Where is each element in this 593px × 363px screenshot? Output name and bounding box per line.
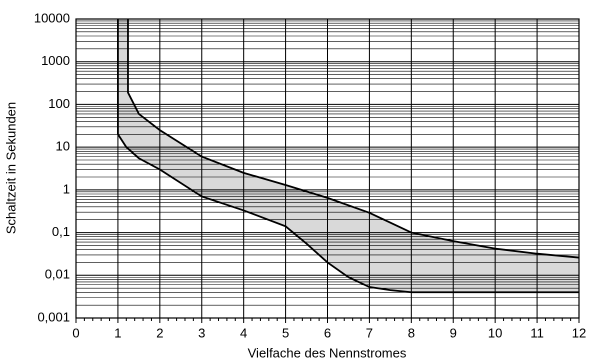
x-axis-label: Vielfache des Nennstromes <box>248 345 407 360</box>
y-axis-label: Schaltzeit in Sekunden <box>3 102 18 234</box>
x-tick-label: 3 <box>198 325 205 340</box>
x-tick-label: 7 <box>366 325 373 340</box>
y-tick-label: 10000 <box>34 10 70 25</box>
plot-frame <box>75 18 580 319</box>
x-tick-label: 0 <box>72 325 79 340</box>
x-tick-label: 10 <box>488 325 502 340</box>
x-tick-label: 1 <box>114 325 121 340</box>
y-tick-label: 10 <box>56 139 70 154</box>
y-tick-label: 100 <box>48 96 70 111</box>
x-tick-label: 2 <box>156 325 163 340</box>
curve <box>127 19 580 259</box>
y-tick-label: 1 <box>63 181 70 196</box>
y-tick-label: 1000 <box>41 53 70 68</box>
x-tick-label: 11 <box>530 325 544 340</box>
x-tick-label: 6 <box>324 325 331 340</box>
x-tick-label: 5 <box>282 325 289 340</box>
y-tick-label: 0,001 <box>37 309 70 324</box>
x-tick-label: 4 <box>240 325 247 340</box>
y-tick-label: 0,1 <box>52 224 70 239</box>
x-tick-label: 9 <box>450 325 457 340</box>
y-tick-label: 0,01 <box>45 267 70 282</box>
band-fill <box>117 19 580 293</box>
x-tick-label: 12 <box>572 325 586 340</box>
curve <box>117 19 579 294</box>
x-tick-label: 8 <box>408 325 415 340</box>
